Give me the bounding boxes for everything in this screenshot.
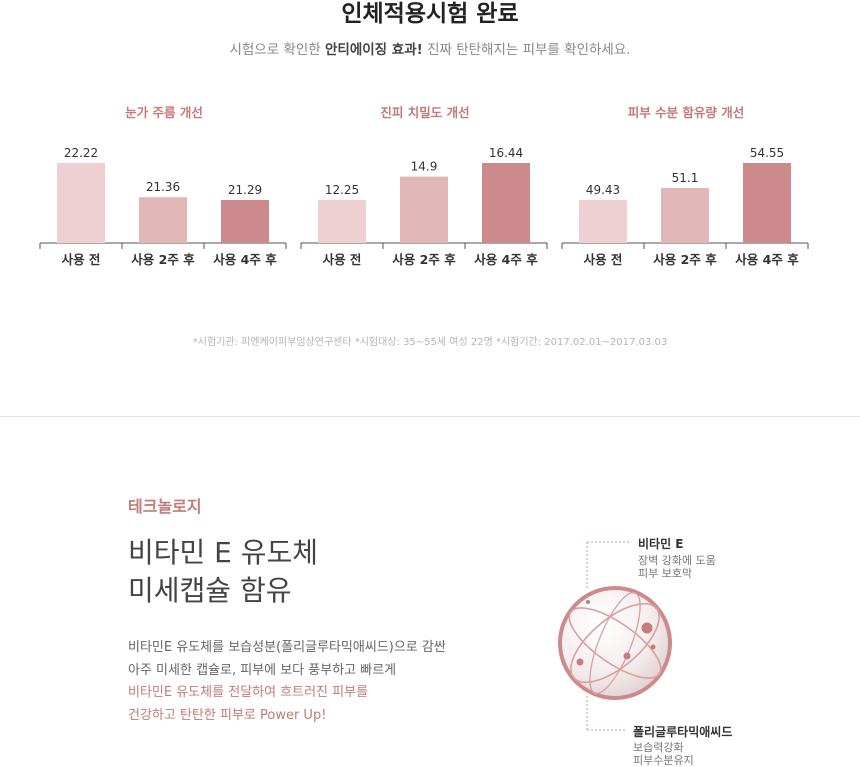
bar-eye-wrinkle-0 [57, 163, 105, 243]
data-label-skin-moisture-0: 49.43 [586, 183, 620, 197]
desc-line-1: 비타민E 유도체를 보습성분(폴리글루타믹애씨드)으로 감싼 [128, 640, 446, 655]
pga-annotation-title: 폴리글루타믹애씨드 [633, 725, 733, 739]
category-label-skin-moisture-0: 사용 전 [584, 252, 623, 267]
bar-skin-moisture-0 [579, 200, 627, 243]
category-label-eye-wrinkle-1: 사용 2주 후 [131, 252, 195, 267]
data-label-skin-moisture-2: 54.55 [750, 146, 784, 160]
category-label-dermis-density-0: 사용 전 [323, 252, 362, 267]
bar-skin-moisture-1 [661, 187, 709, 243]
test-footnote: *시험기관: 피엔케이피부임상연구센타 *시험대상: 35~55세 여성 22명… [192, 337, 668, 348]
vitamin-e-annotation-desc: 장벽 강화에 도움 피부 보호막 [638, 554, 716, 580]
capsule-sphere [558, 586, 672, 700]
bar-eye-wrinkle-1 [139, 197, 187, 243]
desc-line-3: 비타민E 유도체를 전달하여 흐트러진 피부를 [128, 685, 369, 700]
data-label-dermis-density-2: 16.44 [489, 146, 523, 160]
page-subtitle: 시험으로 확인한 안티에이징 효과! 진짜 탄탄해지는 피부를 확인하세요. [0, 38, 860, 58]
category-label-eye-wrinkle-0: 사용 전 [62, 252, 101, 267]
bar-dermis-density-1 [400, 176, 448, 243]
chart-title-dermis-density: 진피 치밀도 개선 [380, 105, 470, 120]
category-label-eye-wrinkle-2: 사용 4주 후 [213, 252, 277, 267]
chart-title-eye-wrinkle: 눈가 주름 개선 [125, 105, 203, 120]
chart-title-skin-moisture: 피부 수분 함유량 개선 [627, 105, 745, 120]
data-label-eye-wrinkle-2: 21.29 [228, 183, 262, 197]
technology-description: 비타민E 유도체를 보습성분(폴리글루타믹애씨드)으로 감싼 아주 미세한 캡슐… [128, 637, 446, 727]
desc-line-2: 아주 미세한 캡슐로, 피부에 보다 풍부하고 빠르게 [128, 662, 397, 678]
category-label-dermis-density-2: 사용 4주 후 [474, 252, 538, 267]
data-label-skin-moisture-1: 51.1 [672, 171, 699, 185]
vitamin-e-desc-line-2: 피부 보호막 [638, 567, 693, 580]
data-label-dermis-density-0: 12.25 [325, 183, 359, 197]
subtitle-post: 진짜 탄탄해지는 피부를 확인하세요. [422, 42, 631, 58]
pga-desc-line-1: 보습력강화 [633, 741, 684, 754]
desc-line-4: 건강하고 탄탄한 피부로 Power Up! [128, 707, 327, 723]
category-label-skin-moisture-2: 사용 4주 후 [735, 252, 799, 267]
bar-dermis-density-0 [318, 200, 366, 243]
technology-headline: 비타민 E 유도체 미세캡슐 함유 [128, 534, 318, 610]
vitamin-e-annotation-title: 비타민 E [638, 537, 684, 551]
microcapsule-illustration [558, 541, 672, 731]
page-title: 인체적용시험 완료 [341, 1, 519, 27]
subtitle-pre: 시험으로 확인한 [229, 42, 325, 58]
headline-line-2: 미세캡슐 함유 [128, 574, 292, 607]
technology-label: 테크놀로지 [128, 497, 202, 516]
category-label-dermis-density-1: 사용 2주 후 [392, 252, 456, 267]
pga-annotation-desc: 보습력강화 피부수분유지 [633, 741, 694, 767]
subtitle-bold: 안티에이징 효과! [324, 42, 423, 58]
category-label-skin-moisture-1: 사용 2주 후 [653, 252, 717, 267]
bar-skin-moisture-2 [743, 163, 791, 243]
data-label-dermis-density-1: 14.9 [411, 160, 438, 174]
headline-line-1: 비타민 E 유도체 [128, 536, 319, 569]
data-label-eye-wrinkle-1: 21.36 [146, 180, 180, 194]
pga-desc-line-2: 피부수분유지 [633, 754, 694, 767]
bar-dermis-density-2 [482, 163, 530, 243]
bar-eye-wrinkle-2 [221, 200, 269, 243]
bar-charts: 22.22 사용 전 21.36 사용 2주 후 21.29 사용 4주 후 12.25 사용… [39, 146, 809, 267]
data-label-eye-wrinkle-0: 22.22 [64, 146, 98, 160]
section-divider [0, 416, 860, 417]
vitamin-e-desc-line-1: 장벽 강화에 도움 [638, 554, 716, 567]
